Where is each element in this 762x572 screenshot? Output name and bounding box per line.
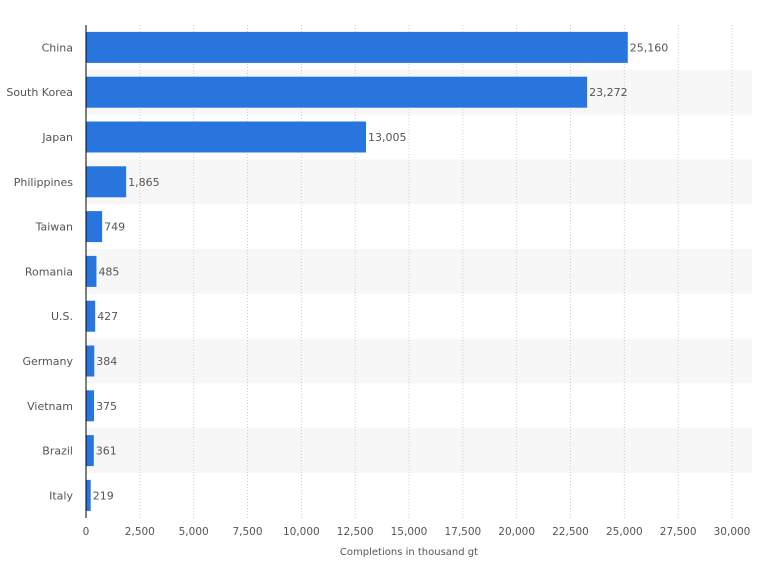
- x-tick-label: 12,500: [337, 526, 374, 538]
- data-label: 384: [96, 355, 117, 368]
- x-tick-label: 22,500: [552, 526, 589, 538]
- x-tick-label: 30,000: [714, 526, 751, 538]
- data-label: 1,865: [128, 176, 160, 189]
- x-tick-label: 25,000: [606, 526, 643, 538]
- bar: [86, 166, 127, 198]
- x-tick-label: 17,500: [444, 526, 481, 538]
- x-tick-label: 20,000: [498, 526, 535, 538]
- row-band: [86, 428, 752, 473]
- bar: [86, 31, 628, 63]
- x-tick-label: 2,500: [125, 526, 155, 538]
- category-label: U.S.: [51, 310, 73, 323]
- category-label: Brazil: [42, 445, 73, 458]
- x-tick-label: 10,000: [283, 526, 320, 538]
- x-tick-label: 27,500: [660, 526, 697, 538]
- bar: [86, 390, 95, 422]
- data-label: 23,272: [589, 86, 628, 99]
- x-tick-label: 0: [83, 526, 90, 538]
- x-tick-label: 7,500: [232, 526, 262, 538]
- category-label: Italy: [49, 489, 73, 502]
- category-label: Germany: [22, 355, 73, 368]
- category-label: China: [42, 41, 73, 54]
- x-tick-label: 5,000: [179, 526, 209, 538]
- data-label: 375: [96, 400, 117, 413]
- bar: [86, 300, 96, 332]
- bar: [86, 345, 95, 377]
- category-label: Philippines: [14, 176, 74, 189]
- bar: [86, 121, 367, 153]
- row-band: [86, 338, 752, 384]
- bar: [86, 76, 588, 108]
- data-label: 361: [96, 445, 117, 458]
- row-band: [86, 249, 752, 294]
- data-label: 25,160: [630, 41, 669, 54]
- category-label: Vietnam: [27, 400, 73, 413]
- data-label: 13,005: [368, 131, 407, 144]
- x-tick-label: 15,000: [391, 526, 428, 538]
- bar: [86, 255, 97, 287]
- data-label: 485: [98, 265, 119, 278]
- data-label: 749: [104, 221, 125, 234]
- bar: [86, 211, 103, 243]
- row-band: [86, 159, 752, 205]
- category-label: Japan: [41, 131, 73, 144]
- data-label: 219: [93, 489, 114, 502]
- x-axis-title: Completions in thousand gt: [340, 547, 478, 558]
- category-label: Taiwan: [35, 221, 73, 234]
- bar: [86, 435, 94, 467]
- bar: [86, 479, 91, 511]
- category-label: Romania: [25, 265, 73, 278]
- category-label: South Korea: [6, 86, 73, 99]
- data-label: 427: [97, 310, 118, 323]
